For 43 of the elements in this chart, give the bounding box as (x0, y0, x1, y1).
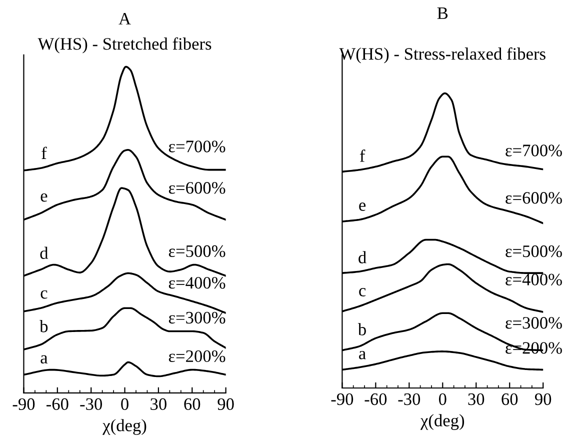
annotation: ε=500% (168, 245, 226, 258)
series-label: d (358, 251, 366, 264)
series-label: c (359, 288, 366, 296)
x-tick-label: 60 (184, 398, 200, 410)
x-axis-title: χ(deg) (102, 419, 146, 435)
x-tick-label: -60 (46, 398, 68, 410)
x-tick-label: 0 (438, 393, 446, 406)
x-tick-label: 0 (121, 398, 128, 410)
annotation: ε=600% (168, 182, 226, 194)
annotation: ε=300% (506, 317, 562, 329)
chart-title: B (437, 8, 448, 19)
annotation: ε=700% (506, 144, 562, 156)
x-tick-label: 30 (150, 398, 166, 410)
x-tick-label: 30 (468, 393, 484, 406)
series-label: a (359, 350, 366, 360)
series-label: b (40, 320, 48, 332)
x-tick-label: -60 (364, 393, 387, 406)
x-tick-label: -90 (12, 398, 35, 410)
series-label: f (42, 146, 47, 159)
x-tick-label: -90 (331, 393, 354, 406)
x-tick-label: -30 (398, 393, 420, 406)
series-label: e (40, 193, 48, 202)
series-label: f (360, 150, 366, 162)
series-label: d (40, 246, 48, 259)
x-tick-label: 60 (502, 393, 518, 406)
annotation: ε=600% (506, 192, 562, 204)
x-tick-label: -30 (80, 398, 102, 410)
chart-title: A (118, 12, 131, 24)
annotation: ε=200% (168, 350, 226, 362)
chart-subtitle: W(HS) - Stress-relaxed fibers (339, 47, 546, 64)
annotation: ε=400% (168, 276, 226, 289)
chart-subtitle: W(HS) - Stretched fibers (38, 37, 212, 54)
series-label: a (40, 355, 48, 364)
series-label: c (40, 290, 48, 299)
x-tick-label: 90 (218, 398, 234, 410)
annotation: ε=500% (506, 245, 562, 258)
annotation: ε=400% (506, 274, 562, 286)
x-axis-title: χ(deg) (420, 414, 464, 430)
series-label: b (358, 323, 366, 336)
series-label: e (359, 202, 366, 211)
annotation: ε=300% (168, 312, 226, 324)
annotation: ε=700% (168, 140, 226, 152)
x-tick-label: 90 (534, 393, 552, 406)
